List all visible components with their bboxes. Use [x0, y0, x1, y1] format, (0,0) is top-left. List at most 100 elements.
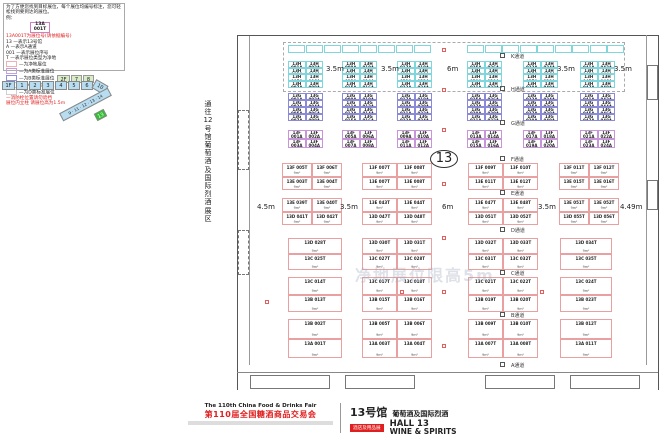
booth[interactable]: 13H 043A	[580, 67, 598, 75]
booth[interactable]: 13F 021A	[580, 130, 598, 139]
booth[interactable]: 13C 017T 9m²	[362, 277, 397, 295]
booth[interactable]: 13F 004A	[305, 139, 323, 148]
booth[interactable]: 13D 056T 9m²	[589, 211, 619, 225]
booth[interactable]: 13G 026A	[484, 93, 502, 100]
booth[interactable]: 13G 008A	[305, 114, 323, 121]
nav-hall-5[interactable]: 5	[68, 81, 80, 90]
booth[interactable]: 13H 028A	[484, 67, 502, 75]
booth[interactable]: 13H 025A	[467, 61, 485, 68]
booth[interactable]: 13C 022T 9m²	[503, 277, 538, 295]
booth[interactable]: 13C 035T 9m²	[560, 254, 612, 270]
booth[interactable]: 13E 043T 9m²	[362, 198, 397, 212]
booth[interactable]: 13D 041T 9m²	[282, 211, 312, 225]
booth[interactable]: 13C 028T 9m²	[397, 254, 432, 270]
booth[interactable]: 13G 036A	[540, 100, 558, 107]
booth[interactable]: 13G 013A	[342, 107, 360, 114]
booth[interactable]: 13D 048T 9m²	[397, 211, 432, 225]
booth[interactable]: 13G 005A	[288, 107, 306, 114]
booth[interactable]	[572, 45, 589, 53]
booth[interactable]: 13B 015T 9m²	[362, 294, 397, 312]
booth[interactable]: 13F 016A	[484, 139, 502, 148]
booth[interactable]	[396, 45, 413, 53]
booth[interactable]: 13G 011A	[342, 100, 360, 107]
booth[interactable]: 13E 004T 9m²	[312, 176, 342, 190]
booth[interactable]	[414, 45, 431, 53]
booth[interactable]: 13H 041A	[580, 61, 598, 68]
booth[interactable]: 13G 041A	[580, 93, 598, 100]
booth[interactable]: 13C 018T 9m²	[397, 277, 432, 295]
booth[interactable]: 13H 009A	[342, 61, 360, 68]
booth[interactable]: 13G 029A	[467, 107, 485, 114]
booth[interactable]: 13F 023A	[580, 139, 598, 148]
booth[interactable]: 13F 008T 9m²	[397, 163, 432, 177]
booth[interactable]	[288, 45, 305, 53]
booth[interactable]: 13E 047T 9m²	[468, 198, 503, 212]
booth[interactable]: 13D 055T 9m²	[559, 211, 589, 225]
booth[interactable]: 13F 010T 9m²	[503, 163, 538, 177]
booth[interactable]: 13G 039A	[523, 114, 541, 121]
booth[interactable]: 13G 033A	[523, 93, 541, 100]
booth[interactable]: 13H 038A	[540, 74, 558, 82]
booth[interactable]: 13G 046A	[597, 107, 615, 114]
booth[interactable]: 13H 047A	[580, 81, 598, 88]
booth[interactable]	[467, 45, 484, 53]
booth[interactable]: 13F 006T 9m²	[312, 163, 342, 177]
booth[interactable]: 13H 020A	[414, 67, 432, 75]
nav-hall-3[interactable]: 3	[42, 81, 54, 90]
booth[interactable]: 13C 027T 9m²	[362, 254, 397, 270]
booth[interactable]: 13C 032T 9m²	[503, 254, 538, 270]
booth[interactable]: 13E 007T 9m²	[362, 176, 397, 190]
booth[interactable]: 13G 024A	[414, 114, 432, 121]
booth[interactable]: 13H 007A	[288, 81, 306, 88]
booth[interactable]: 13G 028A	[484, 100, 502, 107]
booth[interactable]: 13A 004T 9m²	[397, 338, 432, 358]
booth[interactable]: 13H 027A	[467, 67, 485, 75]
booth[interactable]: 13E 008T 9m²	[397, 176, 432, 190]
booth[interactable]: 13D 030T 9m²	[362, 238, 397, 254]
booth[interactable]: 13D 033T 9m²	[503, 238, 538, 254]
booth[interactable]: 13G 007A	[288, 114, 306, 121]
booth[interactable]: 13F 001A	[288, 130, 306, 139]
booth[interactable]: 13G 045A	[580, 107, 598, 114]
booth[interactable]: 13H 046A	[597, 74, 615, 82]
booth[interactable]: 13A 008T 9m²	[503, 338, 538, 358]
nav-hall-1[interactable]: 1	[16, 81, 28, 90]
booth[interactable]: 13G 004A	[305, 100, 323, 107]
booth[interactable]: 13G 020A	[414, 100, 432, 107]
booth[interactable]: 13G 038A	[540, 107, 558, 114]
booth[interactable]: 13F 005T 9m²	[282, 163, 312, 177]
booth[interactable]: 13H 023A	[397, 81, 415, 88]
booth[interactable]: 13E 048T 9m²	[503, 198, 538, 212]
booth[interactable]: 13F 009A	[397, 130, 415, 139]
booth[interactable]: 13F 010A	[414, 130, 432, 139]
booth[interactable]: 13D 047T 9m²	[362, 211, 397, 225]
booth[interactable]: 13G 012A	[359, 100, 377, 107]
booth[interactable]: 13G 022A	[414, 107, 432, 114]
booth[interactable]: 13F 012A	[414, 139, 432, 148]
booth[interactable]: 13H 004A	[305, 67, 323, 75]
booth[interactable]: 13B 010T 9m²	[503, 319, 538, 339]
booth[interactable]: 13H 019A	[397, 67, 415, 75]
booth[interactable]: 13G 025A	[467, 93, 485, 100]
booth[interactable]	[360, 45, 377, 53]
booth[interactable]: 13F 014A	[484, 130, 502, 139]
booth[interactable]: 13H 006A	[305, 74, 323, 82]
booth[interactable]: 13G 015A	[342, 114, 360, 121]
booth[interactable]: 13G 019A	[397, 100, 415, 107]
booth[interactable]: 13H 002A	[305, 61, 323, 68]
booth[interactable]: 13B 005T 9m²	[362, 319, 397, 339]
nav-hall-6[interactable]: 6	[81, 81, 93, 90]
booth[interactable]: 13F 018A	[540, 130, 558, 139]
booth[interactable]: 13G 035A	[523, 100, 541, 107]
booth[interactable]: 13H 026A	[484, 61, 502, 68]
booth[interactable]: 13F 019A	[523, 139, 541, 148]
booth[interactable]: 13H 048A	[597, 81, 615, 88]
booth[interactable]: 13A 011T 9m²	[560, 338, 612, 358]
booth[interactable]: 13G 003A	[288, 100, 306, 107]
booth[interactable]: 13H 033A	[523, 61, 541, 68]
booth[interactable]: 13G 030A	[484, 107, 502, 114]
booth[interactable]: 13G 040A	[540, 114, 558, 121]
booth[interactable]: 13F 017A	[523, 130, 541, 139]
booth[interactable]: 13E 040T 9m²	[312, 198, 342, 212]
booth[interactable]: 13H 022A	[414, 74, 432, 82]
